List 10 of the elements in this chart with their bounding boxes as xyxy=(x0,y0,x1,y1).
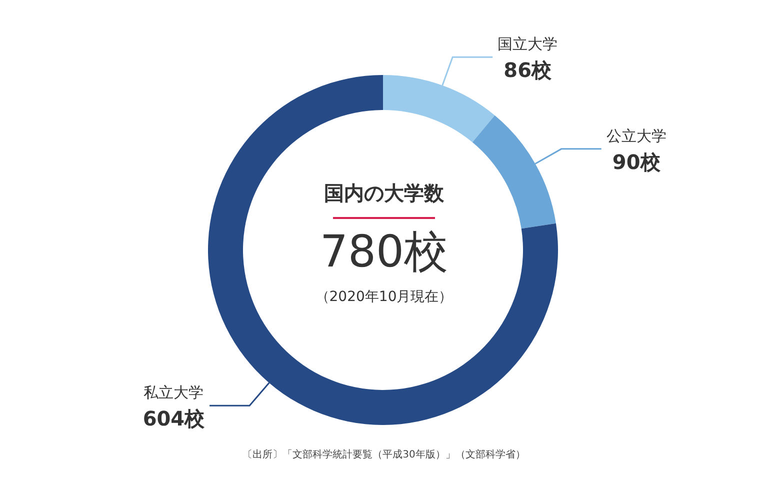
slice-label: 公立大学 xyxy=(606,126,666,145)
data-label: 90校 xyxy=(612,150,662,174)
text: 780校 xyxy=(320,226,448,278)
data-label: 86校 xyxy=(504,58,553,82)
text: （2020年10月現在） xyxy=(315,289,453,305)
text: 〔出所〕「文部科学統計要覧（平成30年版）」（文部科学省） xyxy=(242,448,526,460)
text: 国内の大学数 xyxy=(324,181,445,205)
slice-label: 国立大学 xyxy=(498,35,558,54)
slice-label: 私立大学 xyxy=(144,384,204,402)
data-label: 604校 xyxy=(142,406,206,431)
